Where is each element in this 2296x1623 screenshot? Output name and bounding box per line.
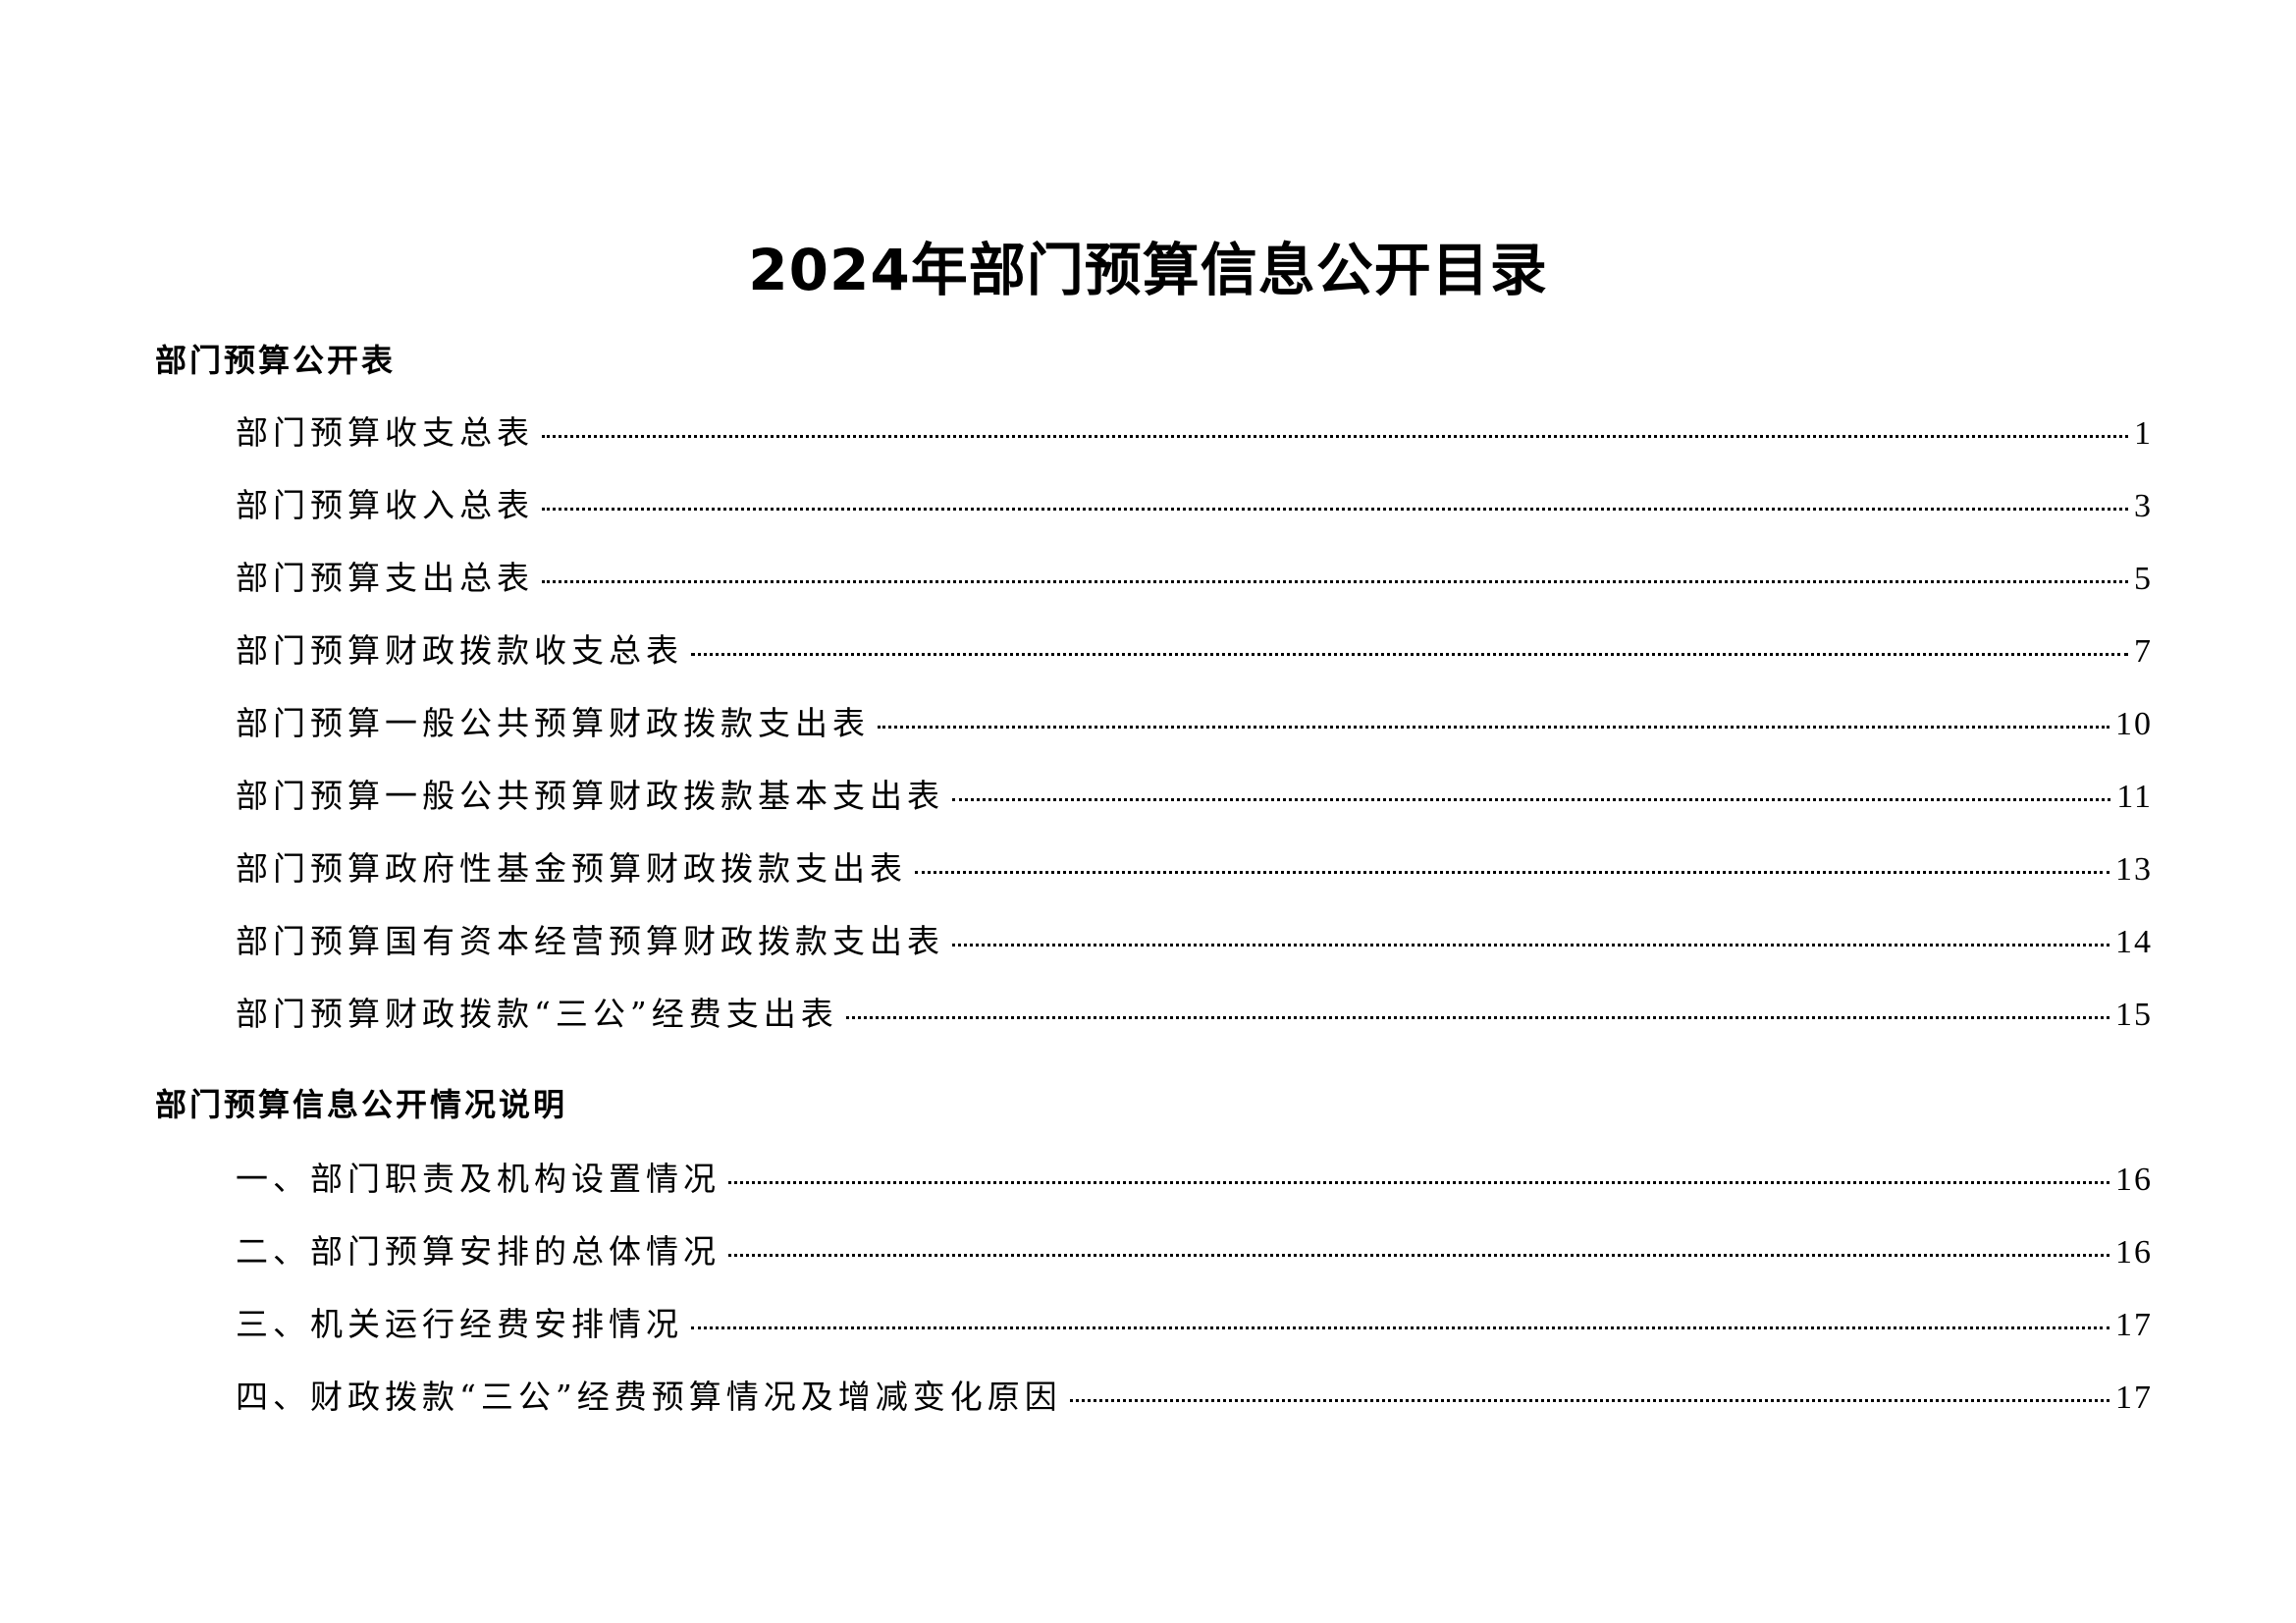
toc-entry-page: 17 — [2115, 1307, 2153, 1343]
dot-leader — [845, 1016, 2109, 1019]
dot-leader — [728, 1181, 2109, 1184]
toc-entry-label: 部门预算政府性基金预算财政拨款支出表 — [236, 849, 907, 888]
dot-leader — [878, 726, 2109, 729]
dot-leader — [952, 798, 2111, 801]
dot-leader — [542, 435, 2128, 438]
section-heading: 部门预算公开表 — [155, 342, 397, 379]
toc-entry-label: 部门预算收支总表 — [236, 413, 534, 452]
toc-entry[interactable]: 四、财政拨款“三公”经费预算情况及增减变化原因 17 — [236, 1371, 2153, 1418]
toc-entry[interactable]: 二、部门预算安排的总体情况 16 — [236, 1225, 2153, 1272]
toc-entry-label: 部门预算国有资本经营预算财政拨款支出表 — [236, 922, 944, 960]
toc-entry[interactable]: 一、部门职责及机构设置情况 16 — [236, 1153, 2153, 1200]
toc-entry-page: 11 — [2116, 779, 2153, 815]
toc-entry[interactable]: 部门预算支出总表 5 — [236, 552, 2153, 599]
section-heading: 部门预算信息公开情况说明 — [155, 1086, 568, 1123]
dot-leader — [691, 653, 2128, 656]
toc-entry-page: 16 — [2115, 1234, 2153, 1271]
toc-entry-label: 部门预算支出总表 — [236, 559, 534, 597]
toc-entry[interactable]: 部门预算一般公共预算财政拨款基本支出表 11 — [236, 770, 2153, 817]
toc-entry-page: 3 — [2134, 488, 2153, 524]
toc-entry[interactable]: 部门预算财政拨款“三公”经费支出表 15 — [236, 988, 2153, 1035]
toc-entry-page: 16 — [2115, 1162, 2153, 1198]
toc-entry-page: 5 — [2134, 561, 2153, 597]
dot-leader — [542, 580, 2128, 583]
toc-entry-label: 四、财政拨款“三公”经费预算情况及增减变化原因 — [236, 1378, 1062, 1416]
toc-entry-label: 三、机关运行经费安排情况 — [236, 1305, 683, 1343]
dot-leader — [915, 871, 2109, 874]
toc-entry-label: 部门预算一般公共预算财政拨款支出表 — [236, 704, 870, 742]
toc-entry[interactable]: 三、机关运行经费安排情况 17 — [236, 1298, 2153, 1345]
page-title: 2024年部门预算信息公开目录 — [748, 237, 1548, 303]
toc-entry-label: 部门预算财政拨款收支总表 — [236, 631, 683, 670]
toc-entry[interactable]: 部门预算财政拨款收支总表 7 — [236, 624, 2153, 672]
toc-entry-label: 部门预算一般公共预算财政拨款基本支出表 — [236, 777, 944, 815]
toc-entry[interactable]: 部门预算收入总表 3 — [236, 479, 2153, 526]
dot-leader — [542, 508, 2128, 511]
toc-entry[interactable]: 部门预算国有资本经营预算财政拨款支出表 14 — [236, 915, 2153, 962]
dot-leader — [1069, 1399, 2109, 1402]
toc-entry-label: 二、部门预算安排的总体情况 — [236, 1232, 721, 1271]
toc-entry-label: 部门预算财政拨款“三公”经费支出表 — [236, 995, 838, 1033]
toc-entry-page: 14 — [2115, 924, 2153, 960]
toc-entry-page: 17 — [2115, 1380, 2153, 1416]
toc-entry-page: 10 — [2115, 706, 2153, 742]
dot-leader — [952, 944, 2109, 947]
toc-entry[interactable]: 部门预算收支总表 1 — [236, 406, 2153, 454]
toc-entry[interactable]: 部门预算一般公共预算财政拨款支出表 10 — [236, 697, 2153, 744]
toc-entry-page: 7 — [2134, 633, 2153, 670]
toc-entry-page: 13 — [2115, 851, 2153, 888]
dot-leader — [691, 1326, 2109, 1329]
toc-entry-page: 15 — [2115, 997, 2153, 1033]
toc-entry-label: 一、部门职责及机构设置情况 — [236, 1160, 721, 1198]
toc-entry[interactable]: 部门预算政府性基金预算财政拨款支出表 13 — [236, 842, 2153, 890]
dot-leader — [728, 1254, 2109, 1257]
toc-entry-label: 部门预算收入总表 — [236, 486, 534, 524]
toc-entry-page: 1 — [2134, 415, 2153, 452]
